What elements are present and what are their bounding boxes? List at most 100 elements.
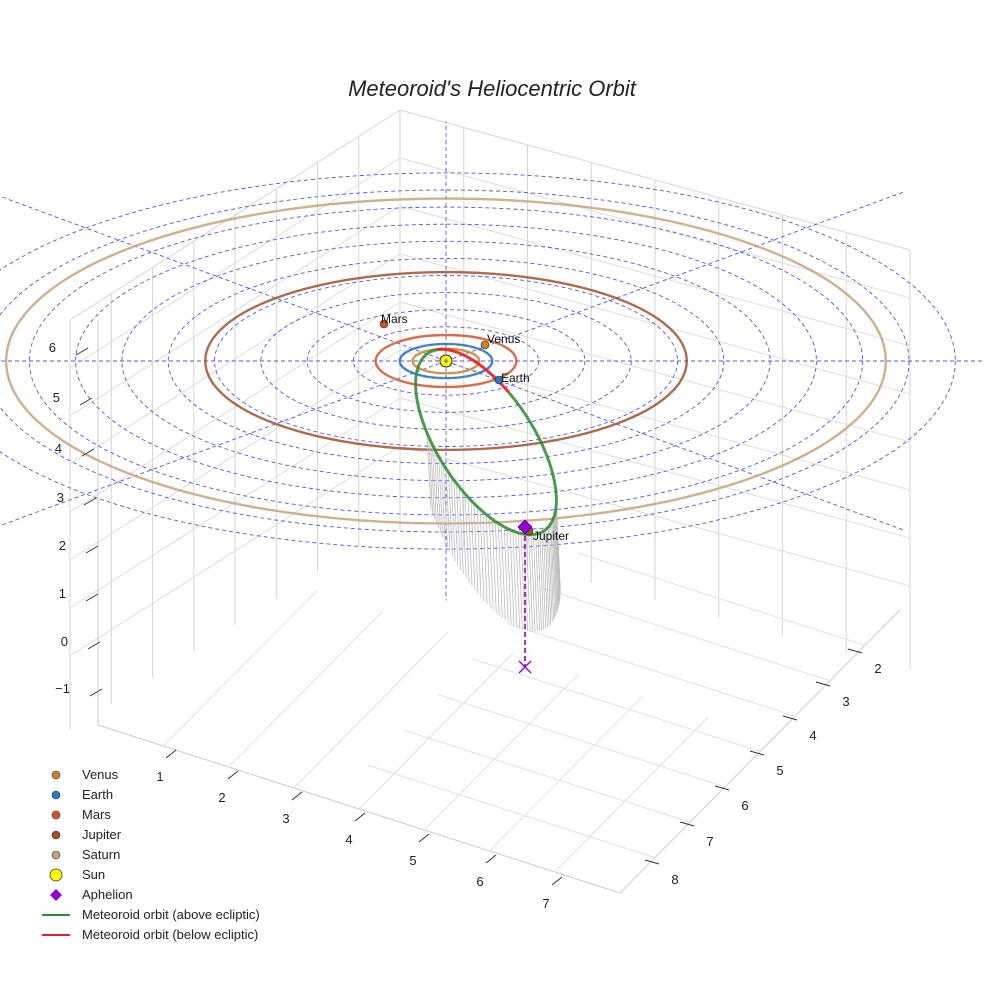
ecliptic-grid-spoke xyxy=(445,360,905,531)
legend-label-venus: Venus xyxy=(82,767,119,782)
x-tick-mark xyxy=(485,854,497,864)
orbit-drop-line xyxy=(488,516,494,611)
orbit-drop-line xyxy=(464,493,470,583)
pane-gridline xyxy=(399,397,911,539)
orbit-drop-line xyxy=(549,525,555,621)
orbit-drop-line xyxy=(467,497,473,587)
floor-gridline xyxy=(367,764,656,859)
orbit-drop-line xyxy=(544,529,550,626)
aphelion-floor-marker xyxy=(518,660,532,674)
legend: Venus Earth Mars Jupiter Saturn Sun Aphelion Me… xyxy=(42,767,260,942)
orbit-drop-line xyxy=(497,523,503,618)
planet-label-jupiter: Jupiter xyxy=(533,529,569,543)
x-tick-mark xyxy=(418,833,430,843)
orbit-drop-line xyxy=(555,509,561,602)
z-tick-mark xyxy=(75,347,89,356)
orbit-drop-line xyxy=(543,531,548,628)
z-tick-label: 4 xyxy=(55,441,62,456)
orbit-drop-line xyxy=(506,528,512,625)
legend-swatch-mars xyxy=(51,810,61,820)
orbit-drop-line xyxy=(461,490,467,579)
pane-gridline xyxy=(69,445,401,657)
orbit-drop-line xyxy=(530,534,536,632)
orbit-drop-line xyxy=(539,532,545,630)
floor-gridline xyxy=(162,589,318,747)
floor-gridline xyxy=(228,610,383,768)
orbit-drop-line xyxy=(479,509,485,601)
x-tick-label: 2 xyxy=(218,790,225,805)
sun-core xyxy=(444,359,448,363)
orbit-drop-line xyxy=(535,534,540,631)
orbit-drop-line xyxy=(485,514,491,608)
legend-swatch-jupiter xyxy=(51,830,61,840)
planet-earth xyxy=(494,375,504,385)
orbit-drop-line xyxy=(438,456,444,539)
z-tick-mark xyxy=(79,397,93,406)
orbit-drop-line xyxy=(553,517,559,611)
orbit-drop-line xyxy=(554,514,559,608)
x-tick-mark xyxy=(551,876,563,886)
y-tick-mark xyxy=(782,715,798,721)
pane-gridline xyxy=(69,109,401,321)
y-tick-label: 7 xyxy=(706,834,713,849)
z-tick-label: 2 xyxy=(59,538,66,553)
pane-gridline xyxy=(69,301,401,513)
floor-gridline xyxy=(293,631,449,789)
orbit-drop-line xyxy=(476,506,482,598)
legend-label-mars: Mars xyxy=(82,807,111,822)
orbit-drop-line xyxy=(434,448,439,529)
floor-gridline xyxy=(423,673,579,831)
orbit-drop-line xyxy=(470,500,476,591)
x-tick-label: 1 xyxy=(156,769,163,784)
ecliptic-grid-ring xyxy=(0,172,956,550)
orbit-drop-line xyxy=(512,530,518,628)
x-tick-label: 5 xyxy=(409,853,416,868)
ecliptic-grid-spoke xyxy=(0,360,447,527)
z-tick-mark xyxy=(89,688,103,697)
z-tick-label: 5 xyxy=(53,390,60,405)
orbit-drop-line xyxy=(443,464,448,548)
legend-label-series-0: Meteoroid orbit (above ecliptic) xyxy=(82,907,260,922)
orbit-earth xyxy=(398,342,494,380)
pane-gridline xyxy=(399,349,911,491)
pane-gridline xyxy=(399,301,911,443)
orbit-drop-line xyxy=(494,521,500,616)
pane-gridline xyxy=(69,349,401,561)
z-tick-label: 1 xyxy=(59,586,66,601)
planet-venus xyxy=(480,340,490,350)
planet-label-venus: Venus xyxy=(487,332,520,346)
z-tick-label: −1 xyxy=(55,681,70,696)
x-tick-mark xyxy=(227,770,239,780)
orbit-drop-line xyxy=(532,534,538,632)
orbit-drop-line xyxy=(552,519,558,614)
y-tick-label: 3 xyxy=(842,694,849,709)
orbit-drop-line xyxy=(473,503,479,595)
pane-gridline xyxy=(399,445,911,587)
orbit-drop-line xyxy=(509,529,515,626)
x-tick-label: 6 xyxy=(476,874,483,889)
orbit-drop-line xyxy=(426,432,432,510)
planet-label-mars: Mars xyxy=(381,312,408,326)
z-tick-label: 0 xyxy=(61,634,68,649)
y-tick-mark xyxy=(714,785,730,791)
x-tick-label: 3 xyxy=(282,811,289,826)
floor-gridline xyxy=(402,729,691,823)
orbit-drop-line xyxy=(554,512,560,605)
orbit-mars xyxy=(374,333,518,389)
legend-swatch-venus xyxy=(51,770,61,780)
orbit-drop-line xyxy=(440,460,446,543)
chart-title: Meteoroid's Heliocentric Orbit xyxy=(348,76,637,101)
pane-gridline xyxy=(399,205,911,347)
legend-label-series-1: Meteoroid orbit (below ecliptic) xyxy=(82,927,258,942)
orbit-drop-line xyxy=(428,436,434,515)
orbit-drop-line xyxy=(528,534,534,632)
legend-swatch-earth xyxy=(51,790,61,800)
y-tick-label: 5 xyxy=(776,763,783,778)
y-tick-mark xyxy=(815,681,831,687)
z-tick-mark xyxy=(85,545,99,554)
pane-gridline xyxy=(69,157,401,369)
floor-gridline xyxy=(507,623,796,717)
y-tick-mark xyxy=(749,750,765,756)
ecliptic-grid-ring xyxy=(167,257,725,465)
